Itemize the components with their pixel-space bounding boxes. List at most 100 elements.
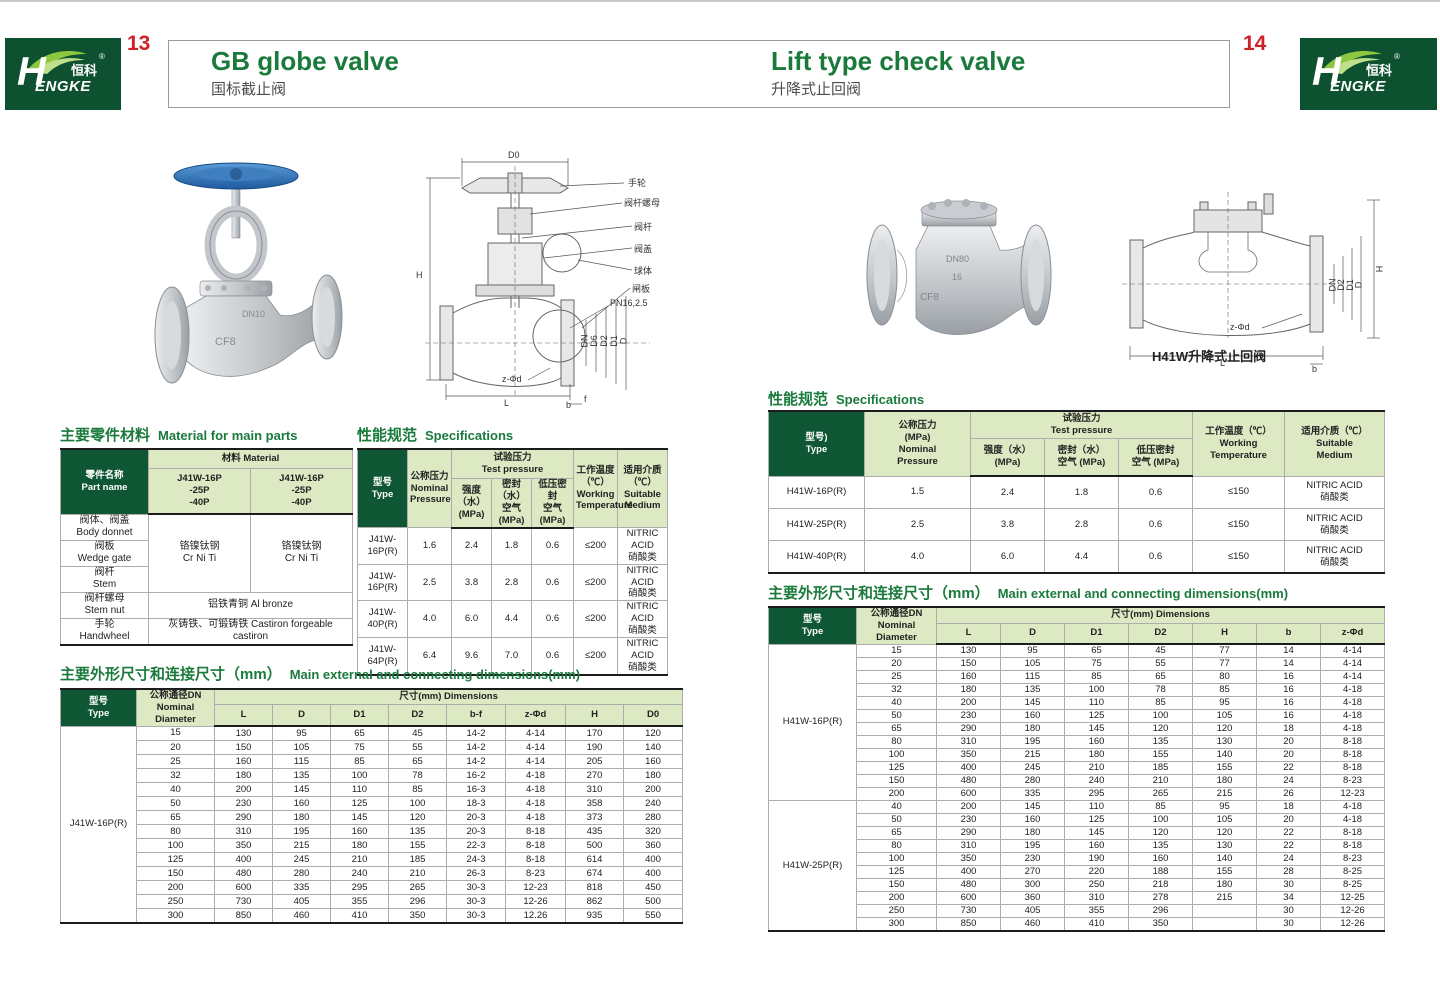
cell: 8-25	[1319, 865, 1386, 880]
dim-d6: D6	[588, 335, 599, 347]
table-row: 40 200 145 110 85 16-3 4-18 310 200	[61, 782, 684, 798]
col-L: L	[214, 704, 273, 728]
cell: 24	[1256, 852, 1321, 867]
strength-header: 强度（水） (MPa)	[451, 478, 492, 529]
spec-table-left: 型号 Type 公称压力 Nominal Pressure 试验压力 Test …	[357, 448, 668, 676]
cell: 20	[1256, 813, 1321, 828]
type-header: 型号 Type	[768, 606, 857, 645]
cell: 1.5	[864, 475, 971, 509]
table-row: 150 480 300 250 218 180 30 8-25	[769, 878, 1386, 893]
dims-table-left: 型号 Type 公称通径DN Nominal Diameter 尺寸(mm) D…	[60, 688, 684, 925]
dim-b: b	[1312, 364, 1318, 374]
material-table-wrap: 零件名称 Part name 材料 Material J41W-16P -25P…	[60, 448, 354, 646]
cell: ≤150	[1192, 540, 1285, 574]
cell: 435	[565, 824, 624, 840]
cell: 295	[330, 880, 389, 896]
cell: 200	[856, 787, 937, 802]
cell: 500	[565, 838, 624, 854]
cell: 200	[136, 880, 215, 896]
dims-table-left-wrap: 型号 Type 公称通径DN Nominal Diameter 尺寸(mm) D…	[60, 688, 684, 925]
cell: 16	[1256, 696, 1321, 711]
cell: 215	[1192, 787, 1257, 802]
cell: 0.6	[531, 600, 574, 638]
cell: 20	[856, 657, 937, 672]
table-row: 零件名称 Part name 材料 Material	[60, 448, 354, 515]
cell: 296	[388, 894, 447, 910]
cell: 335	[1000, 787, 1065, 802]
part-name: 手轮 Handwheel	[60, 617, 149, 645]
cell: 4-18	[1319, 683, 1386, 698]
cell: J41W-64P(R)	[357, 636, 408, 676]
col-H: H	[565, 704, 624, 728]
cell: 22-3	[446, 838, 506, 854]
cell: 400	[936, 761, 1001, 776]
cell: 4-14	[505, 740, 566, 756]
cell: 130	[1192, 839, 1257, 854]
cell: J41W-40P(R)	[357, 600, 408, 638]
cell: 120	[1128, 826, 1193, 841]
brand-logo-right: H ENGKE 恒科 ®	[1300, 38, 1437, 110]
cell: 170	[565, 725, 624, 742]
cell: 140	[1192, 852, 1257, 867]
table-row: 50 230 160 125 100 18-3 4-18 358 240	[61, 796, 684, 812]
left-page-title: GB globe valve 国标截止阀	[211, 47, 399, 99]
cell: 140	[1192, 748, 1257, 763]
cell: 190	[565, 740, 624, 756]
cell: 215	[1192, 891, 1257, 906]
cell: 4.0	[407, 600, 452, 638]
cell: 125	[856, 865, 937, 880]
table-row: 型号 Type 公称通径DN Nominal Diameter 尺寸(mm) D…	[60, 688, 684, 727]
material-value: 灰铸铁、可锻铸铁 Castiron forgeable castiron	[147, 617, 354, 645]
cell: 4-18	[1319, 709, 1386, 724]
cell: 195	[272, 824, 331, 840]
cell: H41W-25P(R)	[768, 508, 865, 541]
cell: 15	[856, 643, 937, 659]
cell: 3.8	[970, 508, 1045, 541]
photo-mark-16: 16	[952, 272, 962, 282]
table-row: 阀体、阀盖 Body donnet 铬镍钛钢 Cr Ni Ti 铬镍钛钢 Cr …	[60, 513, 354, 593]
cell: 188	[1128, 865, 1193, 880]
dims-table-right: 型号 Type 公称通径DN Nominal Diameter 尺寸(mm) D…	[768, 606, 1386, 933]
table-row: 40 200 145 110 85 95 16 4-18	[769, 696, 1386, 711]
cell: 8-23	[505, 866, 566, 882]
cell: 95	[272, 725, 331, 742]
cell: 290	[936, 826, 1001, 841]
cell: 75	[1064, 657, 1129, 672]
cell: 15	[136, 725, 215, 742]
cell: 18	[1256, 722, 1321, 737]
type-header: 型号 Type	[60, 688, 137, 727]
cell: 4.0	[864, 540, 971, 574]
table-row: 150 480 280 240 210 180 24 8-23	[769, 774, 1386, 789]
cell: 115	[272, 754, 331, 770]
table-row: 80 310 195 160 135 130 22 8-18	[769, 839, 1386, 854]
cell: 240	[1064, 774, 1129, 789]
table-row: 32 180 135 100 78 85 16 4-18	[769, 683, 1386, 698]
dims-section-title-left: 主要外形尺寸和连接尺寸（mm） Main external and connect…	[60, 666, 581, 683]
cell: 270	[565, 768, 624, 784]
cell: 140	[622, 740, 684, 756]
cell: 20-3	[446, 810, 506, 826]
cell: 410	[330, 908, 389, 924]
cell: 130	[936, 643, 1001, 659]
cell: 25	[856, 670, 937, 685]
cell: 2.5	[864, 508, 971, 541]
cell: 265	[1128, 787, 1193, 802]
cell: 30-3	[446, 880, 506, 896]
cell: 65	[856, 826, 937, 841]
table-row: 125 400 270 220 188 155 28 8-25	[769, 865, 1386, 880]
lowseal-header: 低压密封 空气 (MPa)	[1118, 438, 1193, 477]
cell: 18-3	[446, 796, 506, 812]
cell: 145	[1064, 722, 1129, 737]
table-row: L D D1 D2 b-f z-Φd H D0	[61, 704, 684, 728]
cell: 850	[214, 908, 273, 924]
cell: 200	[856, 891, 937, 906]
registered-mark: ®	[1394, 52, 1400, 61]
table-row: 阀杆 Stem	[60, 565, 353, 593]
cell: 350	[1128, 917, 1193, 932]
cell: 4-14	[1319, 643, 1386, 659]
cell: 310	[936, 735, 1001, 750]
cell: 150	[214, 740, 273, 756]
cell: ≤200	[573, 527, 618, 565]
cell: 65	[1128, 670, 1193, 685]
cell: 180	[214, 768, 273, 784]
